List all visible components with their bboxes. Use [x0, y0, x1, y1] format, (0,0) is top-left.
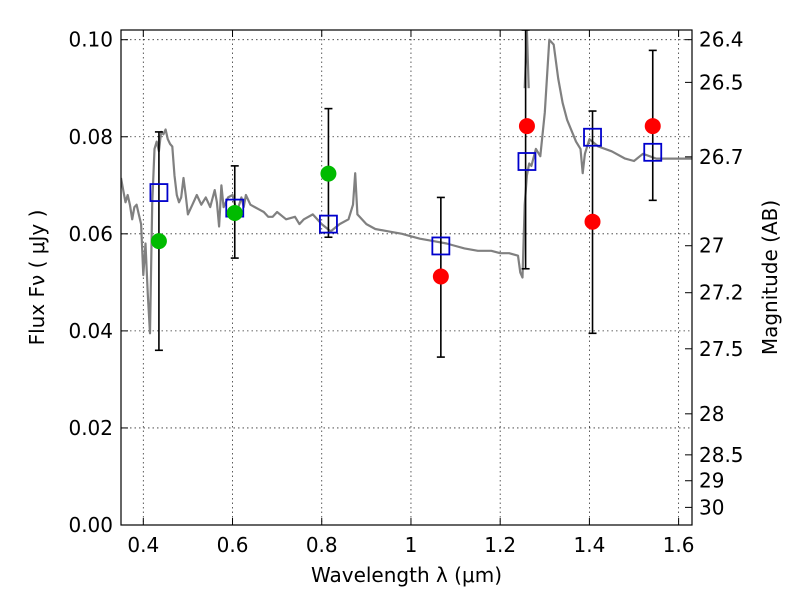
- x-tick-label: 1.4: [573, 533, 605, 557]
- model-square-point: [431, 236, 451, 256]
- y2-tick-label: 27.2: [699, 281, 744, 305]
- y2-axis-label: Magnitude (AB): [758, 200, 782, 355]
- observed-flux-point: [150, 233, 167, 250]
- model-square-point: [583, 127, 602, 147]
- observed-flux-point: [432, 268, 449, 285]
- y2-tick-label: 27.5: [699, 337, 744, 361]
- observed-flux-point: [584, 213, 601, 230]
- y2-tick-label: 28.5: [699, 443, 744, 467]
- x-tick-label: 0.4: [127, 533, 159, 557]
- x-tick-label: 1.6: [663, 533, 695, 557]
- error-bar: [521, 30, 530, 270]
- grid: [121, 30, 692, 526]
- ticks: 0.4 0.6 0.8 1 1.2 1.4 1.6 0.00 0.02 0.04 0.06 0.08 0…: [68, 28, 743, 557]
- y2-tick-label: 30: [699, 495, 724, 519]
- plot-frame: [120, 29, 693, 526]
- y-axis-label: Flux Fν ( μJy ): [25, 210, 49, 346]
- y2-tick-label: 26.4: [699, 28, 744, 52]
- y-tick-label: 0.08: [68, 125, 113, 149]
- template-spectrum-line: [121, 38, 692, 335]
- x-tick-label: 1: [405, 533, 418, 557]
- x-axis-label: Wavelength λ (μm): [311, 563, 502, 587]
- y2-tick-label: 28: [699, 402, 724, 426]
- y-tick-label: 0.02: [68, 416, 113, 440]
- y2-tick-label: 29: [699, 469, 724, 493]
- y2-tick-label: 27: [699, 234, 724, 258]
- observed-flux-point: [320, 165, 337, 182]
- x-tick-label: 0.8: [306, 533, 338, 557]
- y2-tick-label: 26.5: [699, 70, 744, 94]
- y-tick-label: 0.04: [68, 319, 113, 343]
- observed-flux-point: [644, 118, 661, 135]
- observed-flux-point: [226, 204, 243, 221]
- data-series: [121, 30, 692, 358]
- y-tick-label: 0.10: [68, 28, 113, 52]
- model-square-point: [643, 142, 663, 162]
- y-tick-label: 0.00: [68, 513, 113, 537]
- model-square-point: [149, 183, 169, 202]
- model-square-point: [517, 152, 537, 171]
- x-tick-label: 0.6: [217, 533, 249, 557]
- x-tick-label: 1.2: [484, 533, 516, 557]
- y-tick-label: 0.06: [68, 222, 113, 246]
- model-square-point: [319, 214, 338, 234]
- observed-flux-point: [518, 118, 535, 135]
- y2-tick-label: 26.7: [699, 145, 744, 169]
